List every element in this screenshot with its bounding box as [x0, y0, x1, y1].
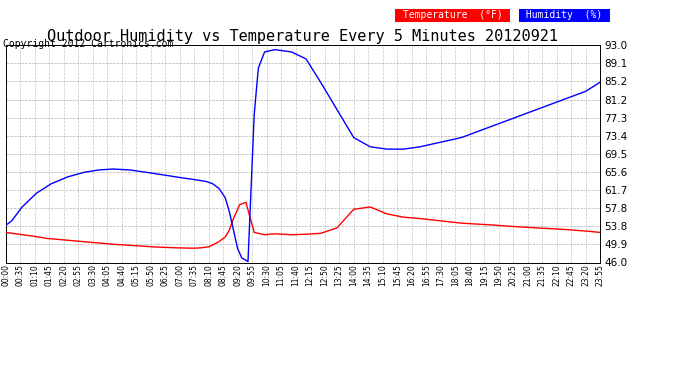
Text: Copyright 2012 Cartronics.com: Copyright 2012 Cartronics.com — [3, 39, 174, 50]
Text: Humidity  (%): Humidity (%) — [520, 10, 609, 21]
Text: Temperature  (°F): Temperature (°F) — [397, 10, 509, 21]
Title: Outdoor Humidity vs Temperature Every 5 Minutes 20120921: Outdoor Humidity vs Temperature Every 5 … — [48, 29, 558, 44]
